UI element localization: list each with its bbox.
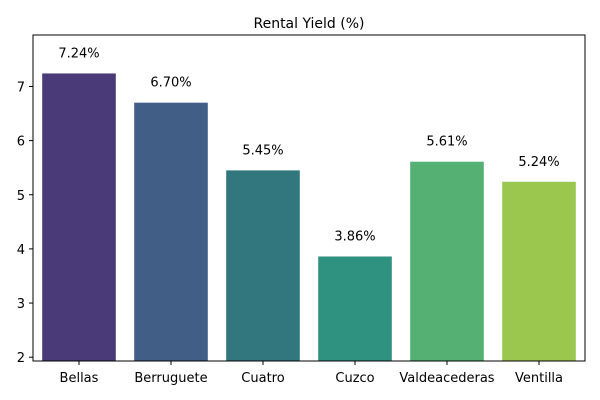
- x-tick-label-cuzco: Cuzco: [335, 371, 374, 386]
- x-tick-label-cuatro: Cuatro: [241, 371, 284, 386]
- plot-frame: [32, 34, 586, 362]
- data-label-bellas: 7.24%: [58, 46, 99, 61]
- x-tick-label-berruguete: Berruguete: [134, 371, 207, 386]
- data-label-berruguete: 6.70%: [150, 76, 191, 91]
- data-label-valdeacederas: 5.61%: [426, 135, 467, 150]
- x-axis: Bellas Berruguete Cuatro Cuzco Valdeacederas…: [60, 361, 563, 386]
- bar-cuatro: [226, 170, 300, 361]
- chart-title: Rental Yield (%): [253, 16, 364, 32]
- data-label-ventilla: 5.24%: [518, 155, 559, 170]
- bar-bellas: [42, 73, 116, 362]
- y-axis: 2 3 4 5 6 7: [17, 80, 33, 366]
- y-tick-label-2: 2: [17, 351, 25, 366]
- y-tick-label-5: 5: [17, 189, 25, 204]
- y-tick-label-3: 3: [17, 297, 25, 312]
- y-tick-label-7: 7: [17, 80, 25, 95]
- bar-ventilla: [502, 181, 576, 361]
- data-labels-group: 7.24% 6.70% 5.45% 3.86% 5.61% 5.24%: [58, 46, 559, 244]
- y-tick-label-6: 6: [17, 135, 25, 150]
- x-tick-label-valdeacederas: Valdeacederas: [399, 371, 494, 386]
- bars-group: [42, 73, 576, 362]
- data-label-cuatro: 5.45%: [242, 143, 283, 158]
- x-tick-label-ventilla: Ventilla: [515, 371, 563, 386]
- bar-cuzco: [318, 256, 392, 361]
- x-tick-label-bellas: Bellas: [60, 371, 99, 386]
- bar-berruguete: [134, 102, 208, 361]
- bar-valdeacederas: [410, 161, 484, 361]
- data-label-cuzco: 3.86%: [334, 229, 375, 244]
- y-tick-label-4: 4: [17, 243, 25, 258]
